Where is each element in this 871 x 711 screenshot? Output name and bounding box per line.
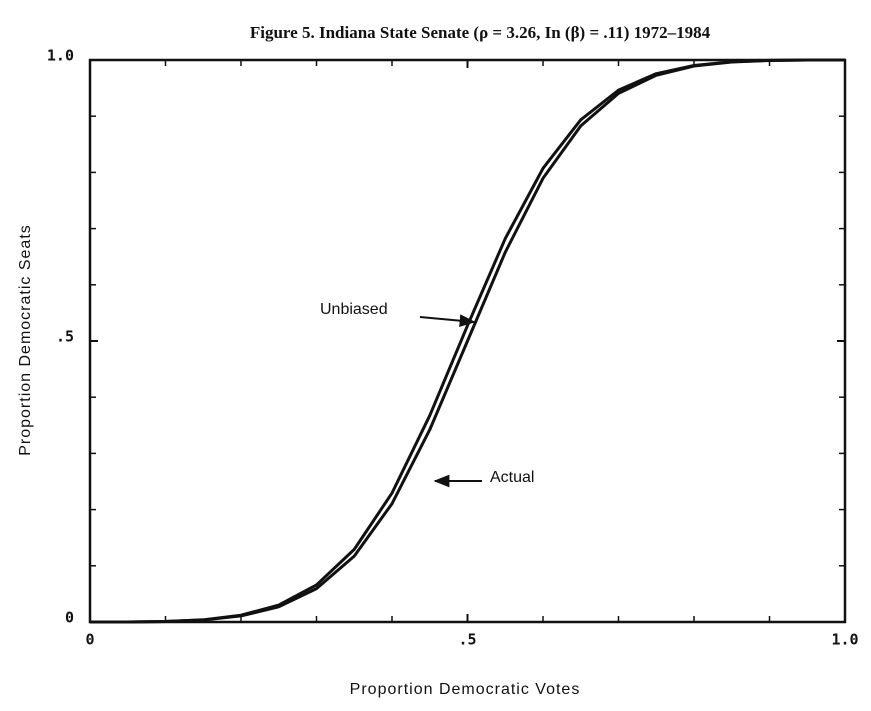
x-tick-label: 0 [85,631,94,649]
chart-title: Figure 5. Indiana State Senate (ρ = 3.26… [250,23,711,42]
x-tick-label: 1.0 [831,631,858,649]
x-tick-label: .5 [458,631,476,649]
series-annotation: Unbiased [320,301,388,318]
y-axis-label: Proportion Democratic Seats [17,224,34,456]
x-axis-label: Proportion Democratic Votes [350,681,581,698]
series-line [89,58,846,624]
series-annotation: Actual [490,469,534,486]
annotation-arrow [419,314,476,328]
y-tick-label: 0 [65,609,74,627]
y-tick-label: 1.0 [47,47,74,65]
y-tick-label: .5 [56,328,74,346]
